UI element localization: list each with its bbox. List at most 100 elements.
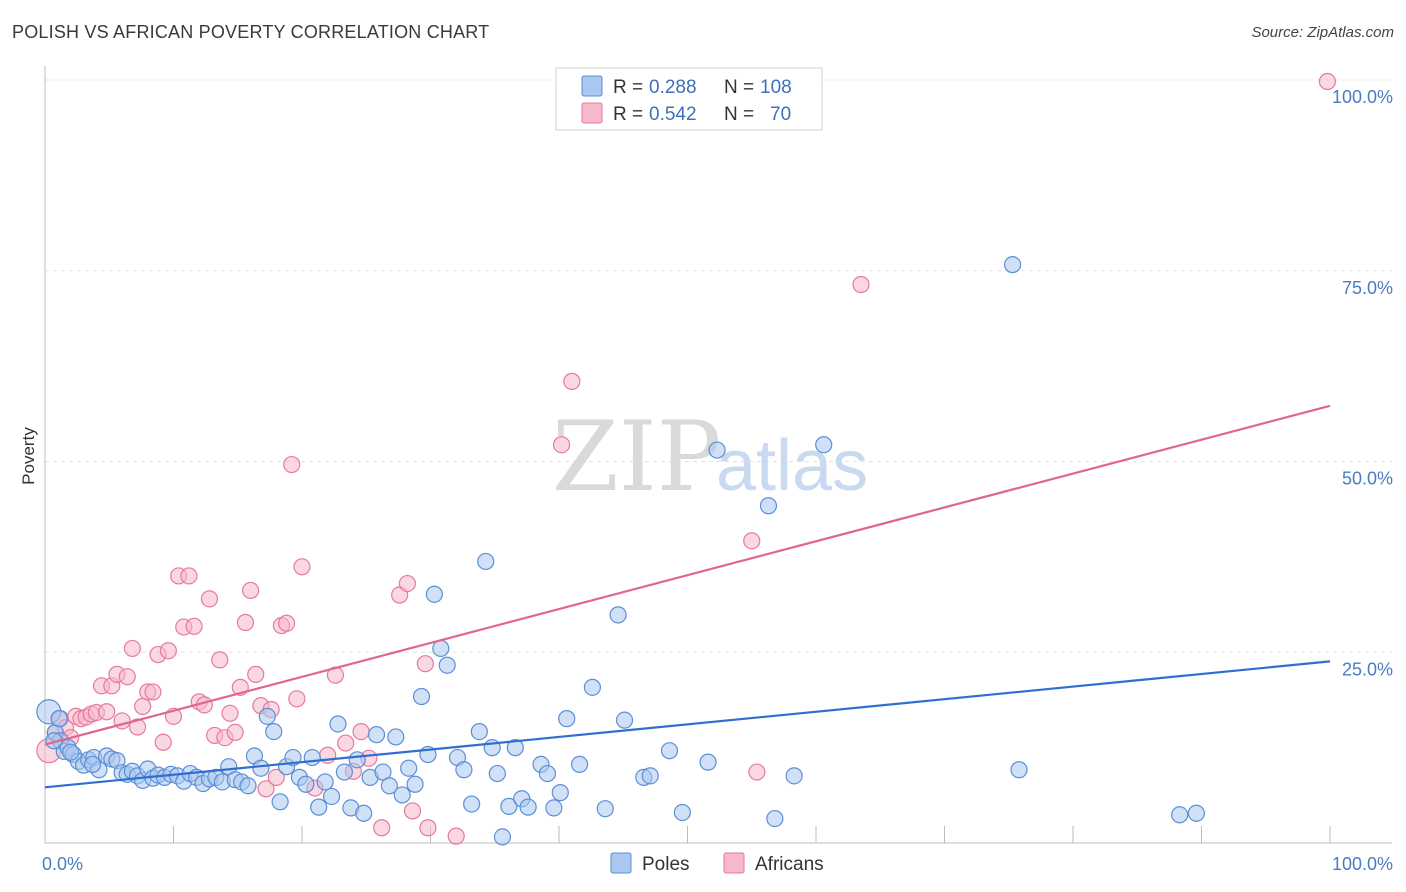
point-africans [852,275,870,294]
point-poles [303,748,321,767]
legend-n-label-poles: N = [724,77,754,98]
correlation-legend: R = 0.288 N = 108 R = 0.542 N = 70 [555,67,823,131]
point-poles [297,775,315,793]
point-africans [98,703,116,721]
watermark: ZIP atlas [552,401,868,513]
point-africans [416,655,434,673]
point-poles [258,707,276,725]
point-poles [538,764,557,783]
point-poles [387,728,405,746]
point-africans [748,763,766,781]
point-africans [134,697,152,716]
y-axis-label: Poverty [19,427,38,485]
point-africans [128,718,147,736]
point-poles [83,755,102,774]
legend-r-label-africans: R = [613,104,643,125]
point-africans [743,532,761,550]
point-africans [180,567,198,585]
point-poles [477,552,495,571]
point-poles [470,723,488,741]
point-africans [293,558,311,576]
point-africans [283,455,301,474]
legend-n-value-poles: 108 [760,77,792,98]
point-poles [506,739,524,757]
point-poles [316,773,334,791]
legend-n-label-africans: N = [724,104,754,125]
point-poles [815,436,833,454]
point-poles [310,798,328,816]
point-poles [488,764,506,783]
point-poles [455,761,473,779]
point-africans [200,590,219,608]
point-poles [425,585,443,603]
y-tick-label: 25.0% [1342,659,1393,679]
point-poles [785,767,803,785]
point-poles [400,759,418,777]
y-tick-label: 75.0% [1342,278,1393,298]
grid-lines [45,79,1392,653]
point-poles [609,606,627,624]
point-poles [50,710,68,728]
point-poles [570,755,589,774]
point-africans [118,668,136,686]
point-poles [660,742,679,760]
legend-swatch-africans [581,102,603,124]
point-poles [265,723,283,741]
point-poles [1171,806,1189,824]
point-africans [236,613,255,632]
legend-r-value-africans: 0.542 [649,104,697,125]
legend-r-label-poles: R = [613,77,643,98]
point-poles [673,803,691,822]
chart-title: POLISH VS AFRICAN POVERTY CORRELATION CH… [12,22,490,42]
point-africans [373,819,391,837]
point-poles [62,743,80,761]
point-africans [398,574,416,593]
point-africans [221,704,239,722]
point-africans [552,436,571,454]
point-africans [403,802,422,820]
point-poles [355,804,373,822]
point-poles [463,795,481,813]
source-credit: Source: ZipAtlas.com [1251,24,1394,41]
point-africans [447,827,465,845]
point-poles [438,656,456,674]
bottom-legend-swatch-africans [723,852,745,874]
trend-lines [44,404,1331,789]
legend-swatch-poles [581,75,603,97]
point-poles [551,784,569,802]
point-africans [211,651,229,669]
tick-labels: 25.0% 50.0% 75.0% 100.0% 0.0% 100.0% [42,87,1393,874]
point-poles [367,726,386,744]
point-poles [596,800,614,818]
point-africans [247,665,265,683]
point-poles [252,759,270,777]
point-poles [374,763,392,781]
point-poles [406,775,424,793]
point-africans [337,734,355,752]
point-poles [641,767,659,785]
point-poles [412,687,431,706]
point-poles [500,797,518,815]
point-poles [759,497,778,515]
point-poles [1004,256,1022,274]
point-poles [493,828,512,846]
point-africans [144,683,162,701]
legend-r-value-poles: 0.288 [649,77,697,98]
x-tick-label-min: 0.0% [42,854,83,874]
legend-n-value-africans: 70 [770,104,791,125]
point-africans [185,617,203,635]
point-africans [257,780,275,798]
point-poles [335,763,354,781]
point-poles [699,753,717,771]
point-poles [348,751,366,769]
point-africans [563,372,581,390]
point-poles [322,787,341,806]
y-tick-label: 50.0% [1342,469,1393,489]
point-africans [277,614,296,632]
trend-line-africans [44,404,1331,746]
point-africans [123,639,141,658]
point-poles [519,798,537,816]
point-poles [380,777,398,795]
point-poles [239,777,257,795]
series-legend: Poles Africans [610,852,824,875]
